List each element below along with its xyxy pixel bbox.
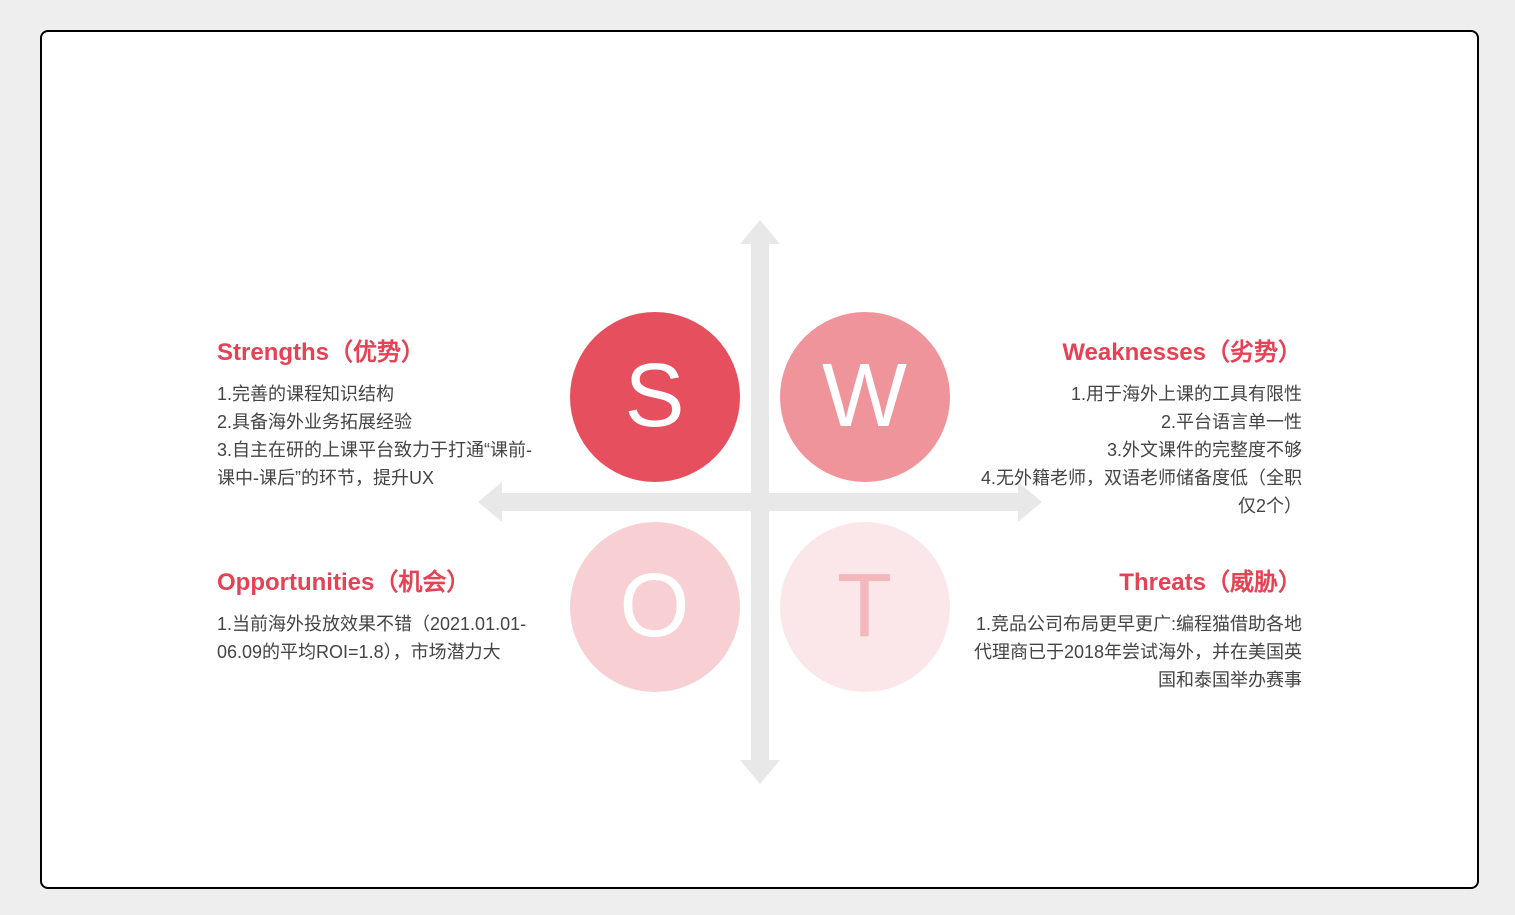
strengths-text-block: Strengths（优势） 1.完善的课程知识结构2.具备海外业务拓展经验3.自… — [217, 332, 547, 493]
arrow-down-icon — [740, 760, 780, 784]
circle-threats: T — [780, 522, 950, 692]
arrow-up-icon — [740, 220, 780, 244]
threats-title: Threats（威胁） — [972, 562, 1302, 597]
circle-opportunities: O — [570, 522, 740, 692]
swot-center-graphic: S W O T — [550, 292, 970, 712]
strengths-body: 1.完善的课程知识结构2.具备海外业务拓展经验3.自主在研的上课平台致力于打通“… — [217, 381, 547, 493]
opportunities-body: 1.当前海外投放效果不错（2021.01.01-06.09的平均ROI=1.8）… — [217, 611, 547, 667]
circle-weaknesses: W — [780, 312, 950, 482]
opportunities-title: Opportunities（机会） — [217, 562, 547, 597]
threats-text-block: Threats（威胁） 1.竞品公司布局更早更广:编程猫借助各地代理商已于201… — [972, 562, 1302, 695]
horizontal-axis — [500, 493, 1020, 511]
circle-letter-s: S — [624, 345, 684, 448]
weaknesses-body: 1.用于海外上课的工具有限性2.平台语言单一性3.外文课件的完整度不够4.无外籍… — [972, 381, 1302, 520]
page-root: S W O T Strengths（优势） 1.完善的课程知识结构2.具备海外业… — [0, 0, 1515, 915]
weaknesses-text-block: Weaknesses（劣势） 1.用于海外上课的工具有限性2.平台语言单一性3.… — [972, 332, 1302, 520]
opportunities-text-block: Opportunities（机会） 1.当前海外投放效果不错（2021.01.0… — [217, 562, 547, 667]
circle-strengths: S — [570, 312, 740, 482]
circle-letter-t: T — [837, 555, 892, 658]
circle-letter-w: W — [822, 345, 907, 448]
weaknesses-title: Weaknesses（劣势） — [972, 332, 1302, 367]
swot-frame: S W O T Strengths（优势） 1.完善的课程知识结构2.具备海外业… — [40, 30, 1479, 889]
threats-body: 1.竞品公司布局更早更广:编程猫借助各地代理商已于2018年尝试海外，并在美国英… — [972, 611, 1302, 695]
circle-letter-o: O — [619, 555, 689, 658]
strengths-title: Strengths（优势） — [217, 332, 547, 367]
